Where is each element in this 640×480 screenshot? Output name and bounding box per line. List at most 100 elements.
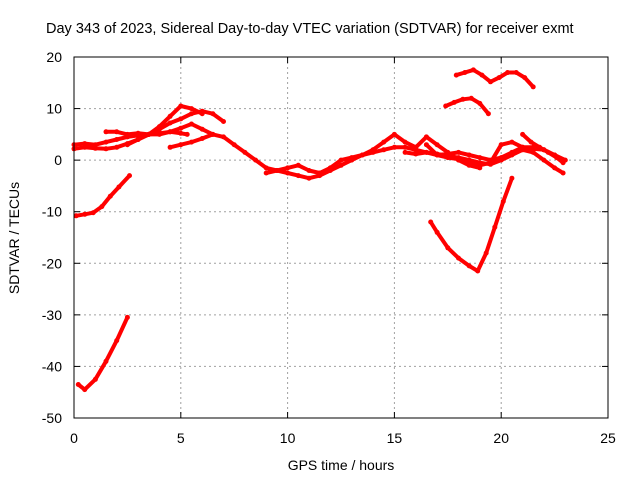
- data-point: [92, 376, 98, 382]
- data-point: [530, 84, 536, 90]
- data-point: [500, 198, 506, 204]
- data-point: [391, 131, 397, 137]
- data-point: [359, 152, 365, 158]
- data-point: [522, 75, 528, 81]
- data-point: [477, 155, 483, 161]
- data-point: [560, 160, 566, 166]
- data-point: [541, 157, 547, 163]
- data-point: [338, 162, 344, 168]
- data-point: [124, 142, 130, 148]
- y-tick-label: -20: [42, 255, 62, 271]
- data-point: [402, 139, 408, 145]
- data-point: [451, 99, 457, 105]
- data-point: [485, 111, 491, 117]
- data-point: [513, 70, 519, 75]
- data-point: [184, 131, 190, 137]
- data-point: [545, 149, 551, 155]
- plot-border: [73, 56, 609, 419]
- data-point: [295, 162, 301, 168]
- data-point: [402, 149, 408, 155]
- data-point: [199, 108, 205, 114]
- data-point: [479, 72, 485, 78]
- data-point: [253, 157, 259, 163]
- data-point: [498, 142, 504, 148]
- data-point: [189, 111, 194, 117]
- data-point: [509, 175, 515, 181]
- x-tick-label: 0: [70, 430, 78, 446]
- x-tick-label: 25: [600, 430, 616, 446]
- data-point: [554, 155, 560, 161]
- data-point: [167, 120, 173, 126]
- data-point: [221, 134, 226, 140]
- data-point: [92, 142, 98, 148]
- data-point: [552, 165, 558, 171]
- data-point: [434, 229, 440, 235]
- data-point: [434, 152, 440, 158]
- data-series: [71, 67, 568, 393]
- data-point: [103, 129, 109, 135]
- y-tick-label: -40: [42, 358, 62, 374]
- data-point: [124, 131, 130, 137]
- data-point: [483, 250, 489, 256]
- data-point: [221, 119, 226, 124]
- data-point: [285, 165, 291, 171]
- x-tick-label: 5: [177, 430, 185, 446]
- data-point: [466, 160, 472, 166]
- series-line-arc-11: [428, 176, 514, 273]
- data-point: [466, 263, 472, 269]
- chart-title: Day 343 of 2023, Sidereal Day-to-day VTE…: [46, 21, 574, 37]
- data-point: [456, 156, 461, 162]
- data-point: [285, 170, 291, 176]
- data-point: [306, 175, 312, 181]
- data-point: [295, 173, 301, 179]
- data-point: [107, 193, 113, 199]
- data-point: [263, 170, 269, 176]
- data-point: [528, 139, 534, 145]
- data-point: [116, 184, 122, 190]
- data-point: [82, 144, 88, 150]
- data-point: [466, 152, 472, 158]
- data-point: [167, 129, 173, 135]
- data-point: [146, 131, 152, 137]
- data-point: [317, 173, 323, 179]
- data-point: [178, 130, 184, 136]
- data-point: [413, 144, 419, 150]
- data-point: [199, 136, 205, 141]
- data-point: [492, 224, 498, 230]
- data-point: [381, 147, 387, 153]
- data-point: [496, 75, 502, 81]
- data-point: [103, 358, 109, 364]
- data-point: [381, 139, 387, 145]
- data-point: [114, 338, 120, 344]
- data-point: [460, 96, 466, 102]
- data-point: [178, 103, 184, 109]
- x-axis-label: GPS time / hours: [288, 457, 395, 473]
- data-point: [167, 144, 173, 150]
- data-point: [498, 157, 504, 163]
- x-tick-label: 20: [493, 430, 509, 446]
- data-point: [92, 145, 98, 151]
- data-point: [477, 162, 483, 168]
- data-point: [124, 314, 130, 320]
- data-point: [445, 155, 451, 161]
- data-point: [560, 170, 566, 176]
- data-point: [445, 149, 451, 155]
- data-point: [488, 160, 493, 166]
- data-point: [402, 144, 408, 150]
- data-point: [189, 106, 194, 112]
- data-point: [178, 116, 184, 122]
- data-point: [413, 151, 419, 157]
- x-tick-label: 10: [280, 430, 296, 446]
- data-point: [327, 168, 333, 173]
- data-point: [103, 146, 109, 152]
- y-tick-labels: -50 -40 -30 -20 -10 0 10 20: [42, 49, 62, 426]
- data-point: [210, 131, 216, 137]
- data-point: [468, 95, 474, 101]
- data-point: [370, 147, 376, 153]
- data-point: [263, 165, 269, 171]
- data-point: [537, 144, 543, 150]
- data-point: [509, 139, 515, 145]
- data-point: [75, 382, 81, 387]
- data-point: [477, 100, 483, 106]
